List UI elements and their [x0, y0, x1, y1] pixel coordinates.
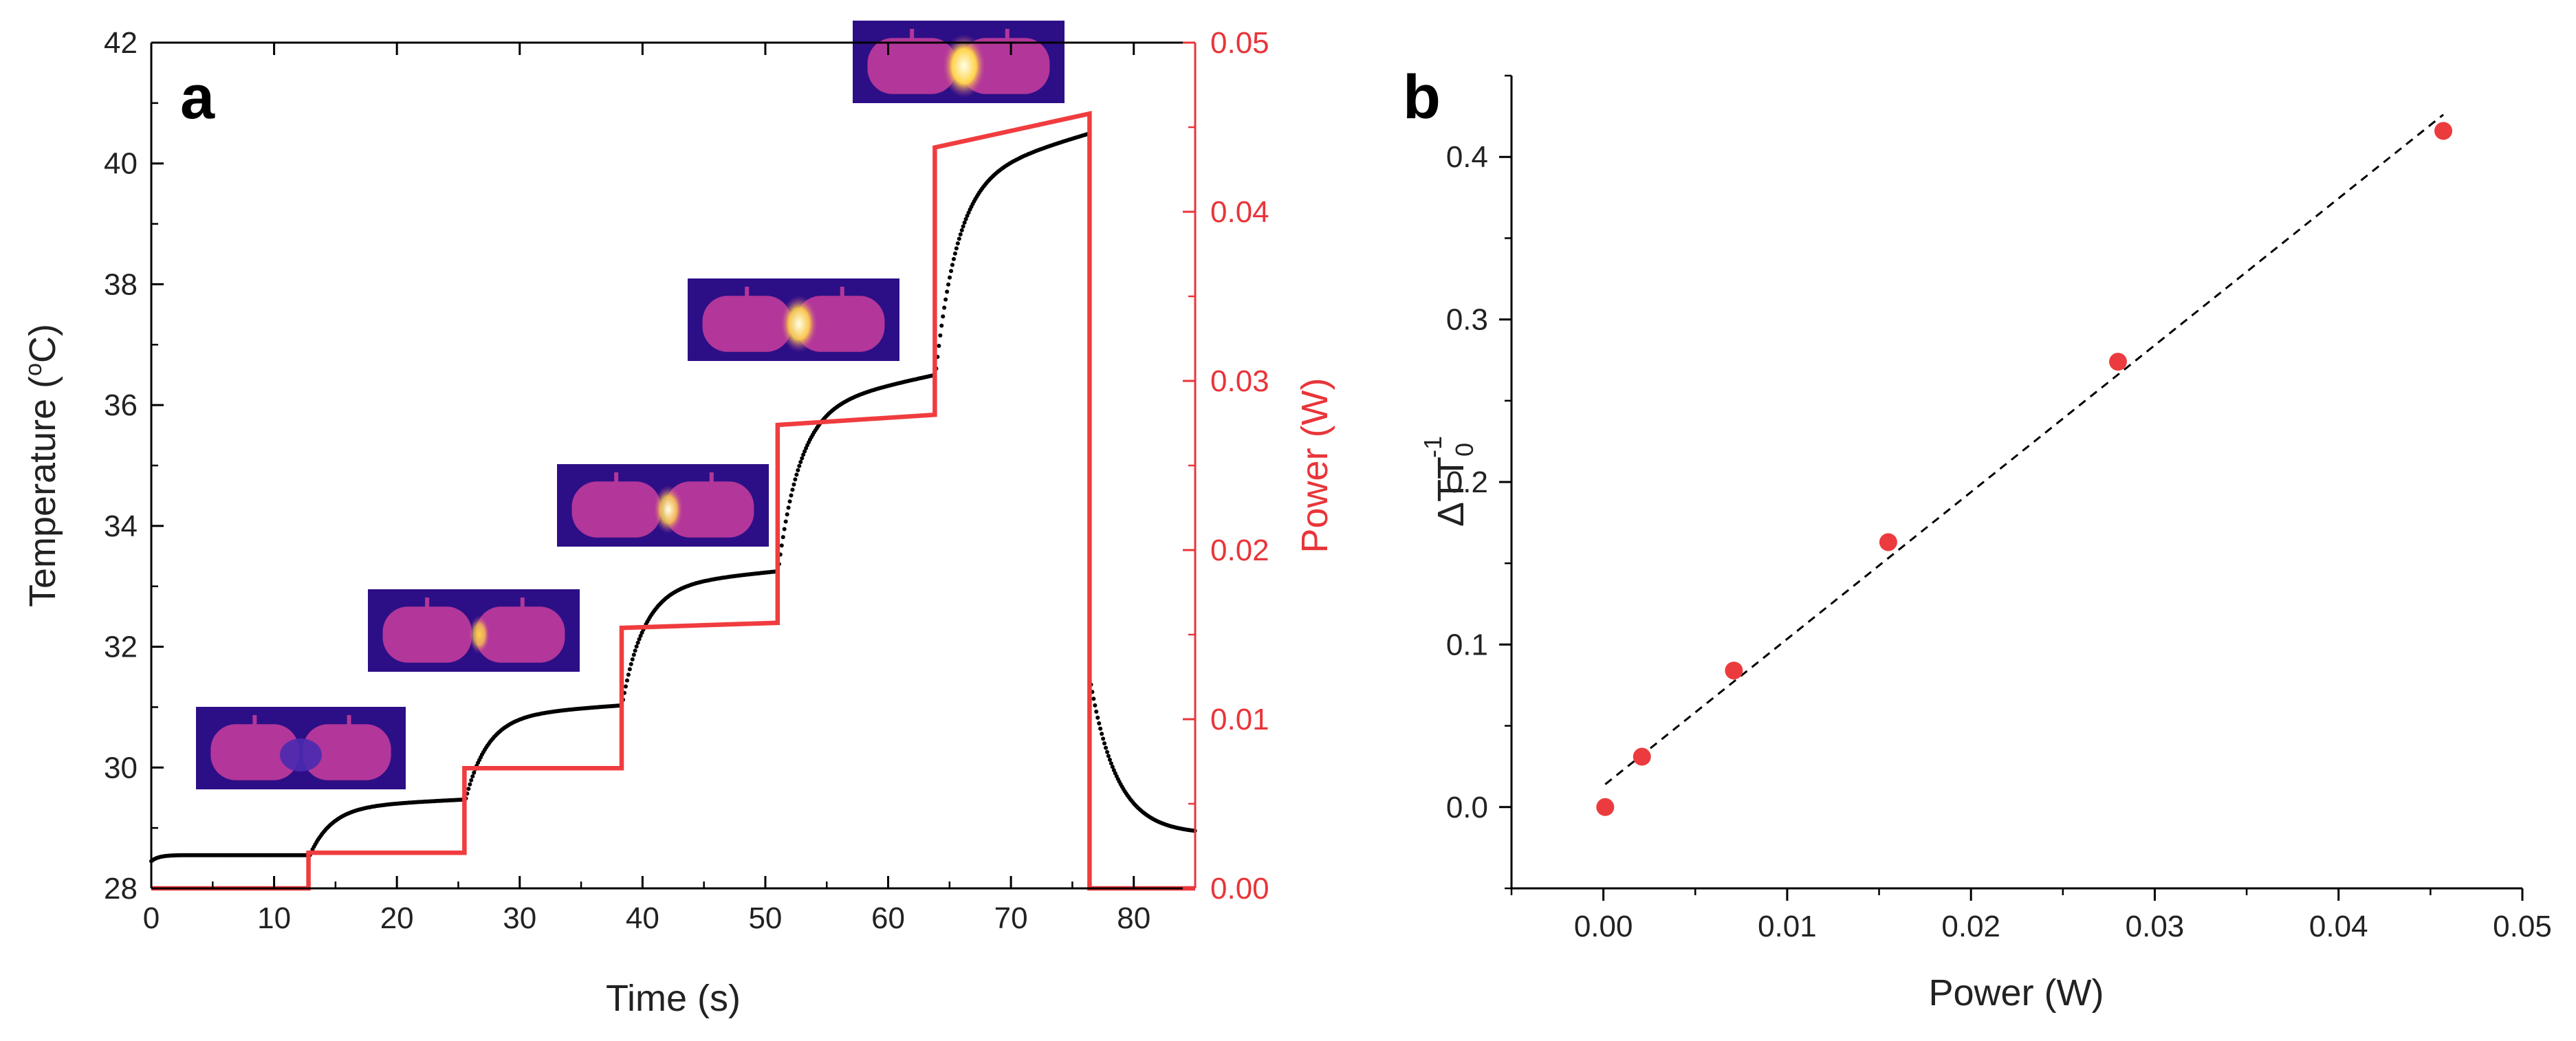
fit-dashed-line: [1604, 113, 2445, 785]
left-y-tick-label: 36: [104, 388, 138, 422]
panel-b-x-axis-title: Power (W): [1929, 972, 2104, 1013]
b-x-tick-label: 0.02: [1941, 910, 2000, 943]
thermal-image-4: [688, 278, 899, 361]
panel-a-left-y-axis-title: Temperature (oC): [21, 324, 63, 607]
thermal-right-lobe: [303, 724, 391, 780]
x-tick-label: 30: [503, 901, 536, 935]
thermal-contact-right: [1005, 29, 1009, 45]
thermal-contact-left: [252, 715, 257, 732]
data-point: [1725, 661, 1743, 680]
panel-a-left-y-ticks: 28 30 32 34 36 38 40 42: [104, 26, 164, 906]
panel-b-y-axis-title: ΔTT0-1: [1419, 436, 1478, 527]
data-point: [1596, 798, 1615, 816]
degree-superscript: o: [21, 363, 47, 376]
thermal-hot-spot: [653, 485, 684, 534]
b-y-tick-label: 0.1: [1446, 628, 1488, 661]
left-y-tick-label: 28: [104, 872, 138, 906]
thermal-image-3: [557, 464, 769, 547]
temperature-label-text: Temperature (: [22, 376, 63, 607]
left-y-tick-label: 34: [104, 509, 138, 543]
panel-a-x-axis-title: Time (s): [606, 978, 741, 1019]
data-point: [1879, 533, 1897, 551]
scatter-points: [1596, 122, 2453, 816]
panel-b-label: b: [1403, 63, 1441, 132]
panel-b-y-ticks: 0.0 0.1 0.2 0.3 0.4: [1446, 74, 1511, 890]
thermal-contact-left: [425, 598, 430, 614]
left-y-tick-label: 32: [104, 631, 138, 664]
thermal-hot-spot: [468, 615, 490, 654]
b-y-tick-label: 0.4: [1446, 140, 1488, 174]
thermal-cold-spot: [280, 738, 322, 771]
x-tick-label: 20: [380, 901, 414, 935]
left-y-tick-label: 40: [104, 147, 138, 181]
thermal-insets: [196, 21, 1065, 789]
panel-a-chart: a 0 10 20 30 40 50 60 70 80 28 30 32 34 36 38 40 42 0.0…: [21, 21, 1335, 1019]
thermal-contact-right: [709, 472, 714, 489]
panel-a-right-y-ticks: 0.00 0.01 0.02 0.03 0.04 0.05: [1183, 26, 1269, 906]
x-tick-label: 60: [871, 901, 905, 935]
power-line: [151, 111, 1195, 891]
thermal-contact-left: [745, 287, 750, 303]
thermal-right-lobe: [665, 481, 754, 538]
thermal-right-lobe: [476, 606, 565, 663]
thermal-image-2: [368, 589, 580, 672]
thermal-image-1: [196, 707, 406, 789]
thermal-contact-left: [910, 29, 915, 45]
b-x-tick-label: 0.00: [1574, 910, 1633, 943]
thermal-image-5: [853, 21, 1065, 103]
thermal-hot-spot: [942, 34, 986, 98]
b-x-tick-label: 0.05: [2493, 910, 2552, 943]
thermal-contact-right: [840, 287, 844, 303]
thermal-left-lobe: [210, 724, 299, 780]
thermal-left-lobe: [702, 296, 792, 352]
temperature-unit: C): [22, 324, 63, 363]
b-x-tick-label: 0.04: [2309, 910, 2368, 943]
right-y-tick-label: 0.03: [1210, 364, 1269, 398]
x-tick-label: 0: [143, 901, 160, 935]
x-tick-label: 50: [748, 901, 782, 935]
thermal-left-lobe: [571, 481, 661, 538]
right-y-tick-label: 0.01: [1210, 703, 1269, 736]
thermal-contact-left: [614, 472, 619, 489]
thermal-left-lobe: [382, 606, 472, 663]
thermal-contact-right: [520, 598, 525, 614]
left-y-tick-label: 38: [104, 267, 138, 301]
data-point: [2434, 122, 2453, 140]
t0-subscript: 0: [1450, 443, 1478, 457]
thermal-hot-spot: [780, 295, 818, 353]
panel-b-chart: b 0.00 0.01 0.02 0.03 0.04 0.05 0.00.10.20.30…: [1403, 63, 2552, 1013]
panel-a-label: a: [180, 63, 215, 132]
left-y-tick-label: 42: [104, 26, 138, 60]
inverse-superscript: -1: [1419, 436, 1447, 458]
delta-t-text: ΔTT: [1430, 457, 1472, 527]
left-y-tick-label: 30: [104, 751, 138, 785]
right-y-tick-label: 0.00: [1210, 872, 1269, 906]
right-y-tick-label: 0.02: [1210, 534, 1269, 567]
thermal-left-lobe: [867, 38, 957, 94]
thermal-right-lobe: [796, 296, 885, 352]
right-y-tick-label: 0.04: [1210, 195, 1269, 229]
panel-a-x-ticks: 0 10 20 30 40 50 60 70 80: [143, 43, 1150, 935]
right-y-tick-label: 0.05: [1210, 26, 1269, 60]
b-y-tick-label: 0.0: [1446, 791, 1488, 824]
panel-a-right-y-axis-title: Power (W): [1294, 378, 1335, 554]
b-x-tick-label: 0.01: [1758, 910, 1817, 943]
b-x-tick-label: 0.03: [2126, 910, 2185, 943]
x-tick-label: 70: [994, 901, 1028, 935]
panel-b-x-ticks: 0.00 0.01 0.02 0.03 0.04 0.05: [1510, 888, 2552, 943]
x-tick-label: 10: [257, 901, 291, 935]
b-y-tick-label: 0.3: [1446, 303, 1488, 337]
b-y-tick-label: 0.2: [1446, 465, 1488, 499]
power-series: [151, 111, 1195, 891]
data-point: [2109, 353, 2127, 371]
thermal-contact-right: [347, 715, 351, 732]
data-point: [1633, 747, 1651, 766]
fit-line: [1604, 113, 2445, 785]
x-tick-label: 40: [626, 901, 659, 935]
x-tick-label: 80: [1117, 901, 1150, 935]
